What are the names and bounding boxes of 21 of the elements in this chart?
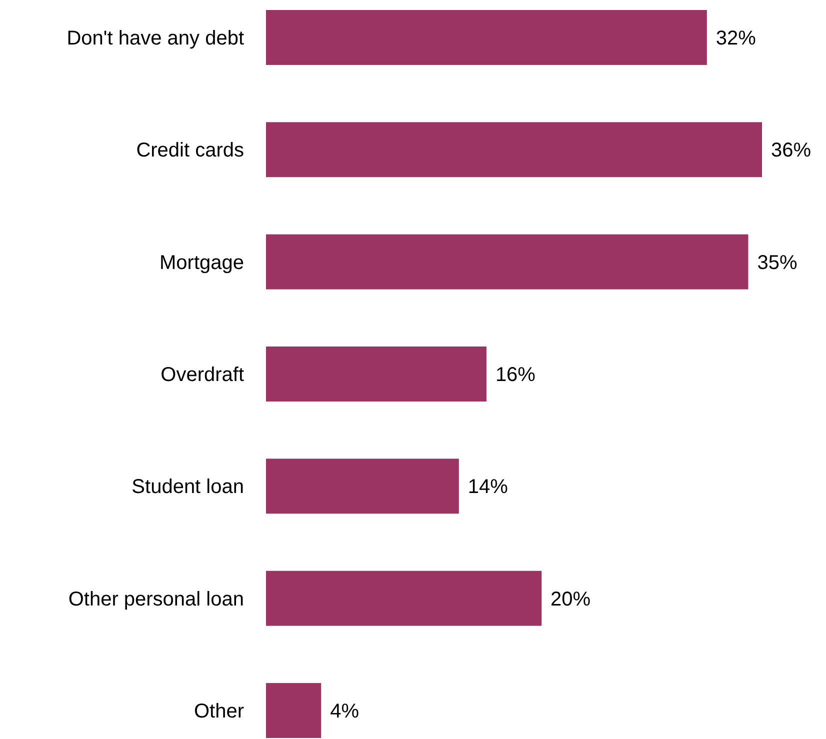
bar — [266, 458, 459, 514]
y-tick-label: Other — [194, 700, 244, 723]
data-label: 4% — [330, 700, 360, 723]
bar — [266, 122, 762, 178]
data-label: 16% — [495, 364, 536, 386]
bar — [266, 346, 486, 402]
data-label: 36% — [771, 140, 812, 162]
bar — [266, 570, 542, 626]
bar — [266, 234, 748, 290]
y-tick-label: Overdraft — [160, 364, 244, 386]
bar — [266, 10, 707, 65]
y-tick-label: Mortgage — [160, 252, 244, 274]
y-tick-label: Credit cards — [136, 140, 244, 162]
bar — [266, 683, 322, 738]
y-tick-label: Don't have any debt — [66, 27, 244, 50]
data-label: 20% — [550, 588, 591, 610]
data-label: 14% — [468, 476, 508, 498]
data-label: 32% — [716, 27, 756, 50]
y-tick-label: Other personal loan — [68, 588, 244, 610]
y-tick-label: Student loan — [132, 476, 244, 498]
data-label: 35% — [757, 252, 798, 274]
